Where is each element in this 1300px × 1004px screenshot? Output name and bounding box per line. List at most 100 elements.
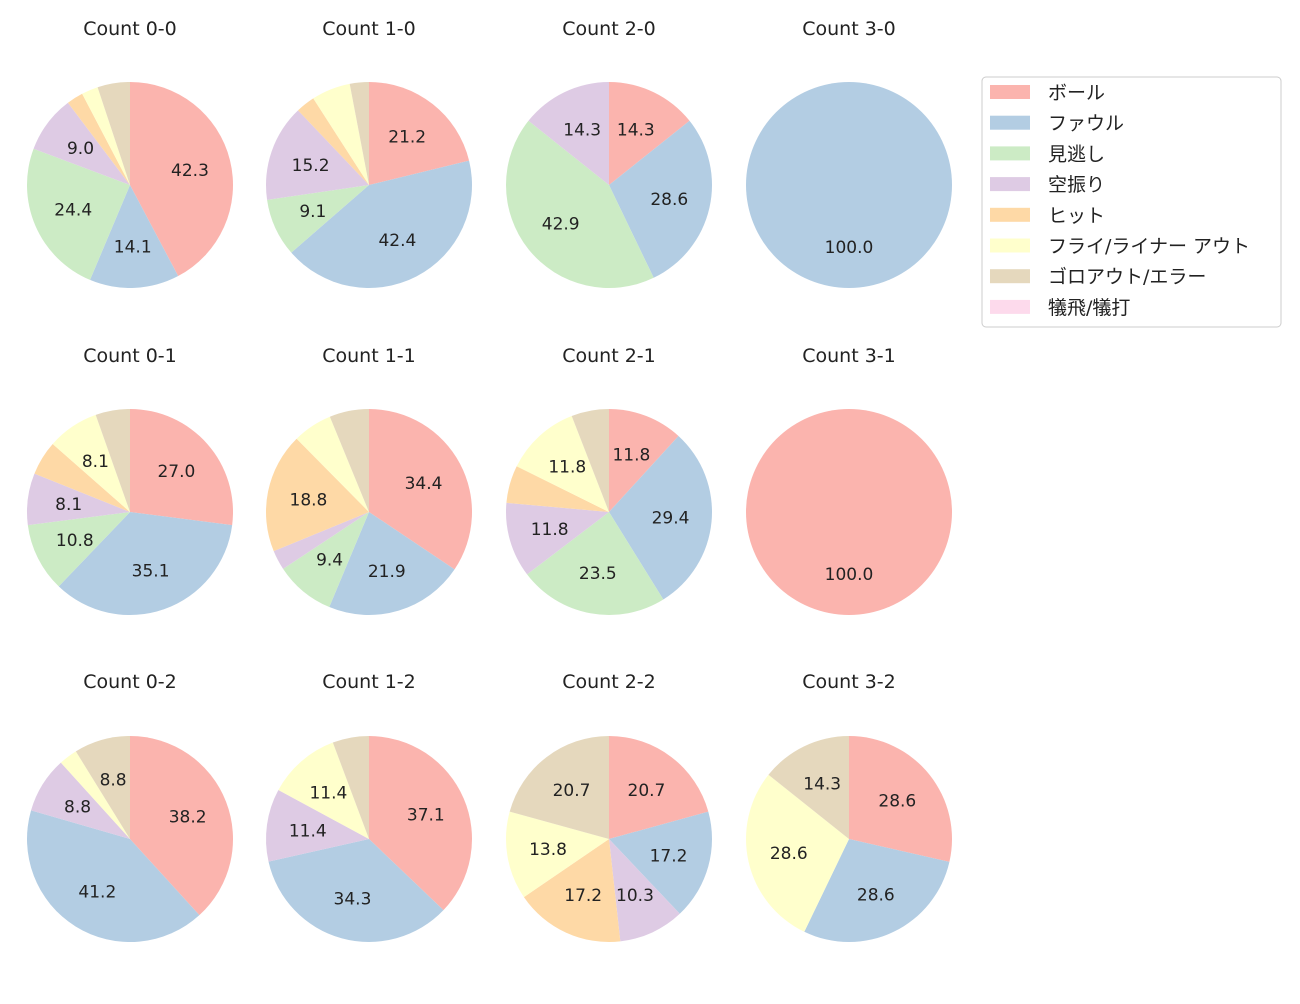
slice-label: 8.1 [82, 452, 109, 472]
legend-item: ファウル [990, 113, 1124, 135]
slice-label: 18.8 [290, 491, 328, 511]
pie-count-3-0: Count 3-0 100.0 [746, 18, 952, 288]
pie-slice-ボール [369, 736, 473, 911]
pie-slice-ヒット [506, 466, 609, 512]
pie-slice-ヒット [523, 839, 621, 942]
pie-slice-ボール [609, 736, 709, 839]
pie-slice-空振り [609, 839, 680, 942]
legend-item: ボール [990, 82, 1105, 104]
legend-item: フライ/ライナー アウト [990, 236, 1250, 258]
pie-slice-ヒット [298, 98, 369, 185]
pie-slice-フライ/ライナー アウト [278, 742, 369, 839]
legend-swatch [990, 238, 1030, 253]
pie-slice-ファウル [609, 120, 712, 278]
slice-label: 17.2 [650, 847, 688, 867]
slice-label: 10.3 [616, 886, 654, 906]
pie-title: Count 1-2 [322, 671, 416, 693]
slice-label: 27.0 [157, 462, 195, 482]
slice-label: 37.1 [407, 806, 445, 826]
slice-label: 9.4 [316, 551, 343, 571]
legend-label: 空振り [1048, 174, 1105, 196]
slice-label: 34.4 [405, 474, 443, 494]
pie-slice-見逃し [283, 512, 369, 608]
pie-slice-空振り [266, 790, 369, 862]
pie-slice-ゴロアウト/エラー [329, 409, 369, 512]
pie-slice-ボール [130, 82, 233, 277]
pie-count-3-1: Count 3-1 100.0 [746, 345, 952, 615]
slice-label: 42.9 [542, 215, 580, 235]
legend-swatch [990, 269, 1030, 284]
pie-slice-ゴロアウト/エラー [571, 409, 609, 512]
pie-slice-ファウル [609, 811, 713, 914]
slice-label: 9.0 [67, 139, 94, 159]
legend-label: 犠飛/犠打 [1048, 297, 1130, 319]
pie-slice-ボール [369, 82, 470, 185]
slice-label: 14.1 [114, 238, 152, 258]
pie-slice-空振り [505, 502, 609, 575]
pie-slice-フライ/ライナー アウト [296, 416, 369, 512]
slice-label: 14.3 [803, 774, 841, 794]
slice-label: 17.2 [564, 886, 602, 906]
slice-label: 29.4 [652, 509, 690, 529]
legend-label: ヒット [1048, 205, 1105, 227]
pie-slice-見逃し [27, 148, 130, 280]
pie-slice-見逃し [27, 512, 130, 587]
pie-slice-フライ/ライナー アウト [746, 774, 849, 932]
pie-count-1-0: Count 1-0 21.2 42.4 9.1 15.2 [266, 18, 472, 288]
pie-slice-ファウル [291, 160, 472, 288]
slice-label: 8.8 [100, 771, 127, 791]
pie-slice-ファウル [26, 810, 200, 943]
pie-slice-空振り [27, 473, 131, 526]
slice-label: 14.3 [617, 120, 655, 140]
pie-slice-ボール [609, 82, 690, 185]
slice-label: 38.2 [169, 808, 207, 828]
legend-label: ファウル [1048, 113, 1124, 135]
pie-slice-ヒット [67, 93, 130, 185]
legend-swatch [990, 85, 1030, 99]
pie-slice-ボール [130, 736, 233, 916]
slice-label: 24.4 [54, 200, 92, 220]
slice-label: 41.2 [78, 882, 116, 902]
slice-label: 11.8 [531, 520, 569, 540]
legend-label: ボール [1048, 82, 1105, 104]
pie-slice-ボール [746, 409, 952, 615]
slice-label: 11.4 [289, 822, 327, 842]
pie-slice-見逃し [506, 120, 654, 288]
slice-label: 23.5 [579, 564, 617, 584]
pie-slice-空振り [31, 762, 131, 839]
pie-slice-ヒット [34, 443, 130, 512]
slice-label: 11.8 [612, 445, 650, 465]
legend-swatch [990, 299, 1030, 314]
legend-label: フライ/ライナー アウト [1048, 236, 1250, 258]
legend-item: 空振り [990, 174, 1105, 196]
pie-count-2-2: Count 2-2 20.7 17.2 10.3 17.2 13.8 20.7 [506, 671, 713, 942]
slice-label: 11.8 [548, 457, 586, 477]
slice-label: 100.0 [825, 565, 874, 585]
pie-count-0-1: Count 0-1 27.0 35.1 10.8 8.1 8.1 [27, 345, 233, 615]
pie-slice-見逃し [267, 185, 369, 253]
pie-slice-ボール [849, 736, 952, 862]
pie-title: Count 2-2 [562, 671, 656, 693]
pie-title: Count 3-0 [802, 18, 896, 40]
pie-slice-ボール [130, 409, 233, 526]
slice-label: 8.1 [55, 495, 82, 515]
legend-swatch [990, 177, 1030, 192]
pie-slice-空振り [273, 512, 369, 569]
legend-item: ゴロアウト/エラー [990, 266, 1206, 288]
pie-slice-ファウル [609, 435, 713, 600]
slice-label: 11.4 [309, 783, 347, 803]
legend-item: ヒット [990, 205, 1105, 227]
pie-title: Count 2-1 [562, 345, 656, 367]
pie-slice-フライ/ライナー アウト [52, 414, 130, 512]
pie-slice-ゴロアウト/エラー [768, 736, 849, 839]
pie-count-1-1: Count 1-1 34.4 21.9 9.4 18.8 [265, 345, 473, 615]
slice-label: 9.1 [299, 202, 326, 222]
pie-slice-ヒット [265, 438, 369, 552]
legend-frame [981, 76, 1282, 328]
slice-label: 28.6 [878, 791, 916, 811]
slice-label: 21.9 [368, 562, 406, 582]
slice-label: 14.3 [563, 120, 601, 140]
legend-swatch [990, 207, 1030, 222]
pie-slice-空振り [33, 102, 130, 185]
